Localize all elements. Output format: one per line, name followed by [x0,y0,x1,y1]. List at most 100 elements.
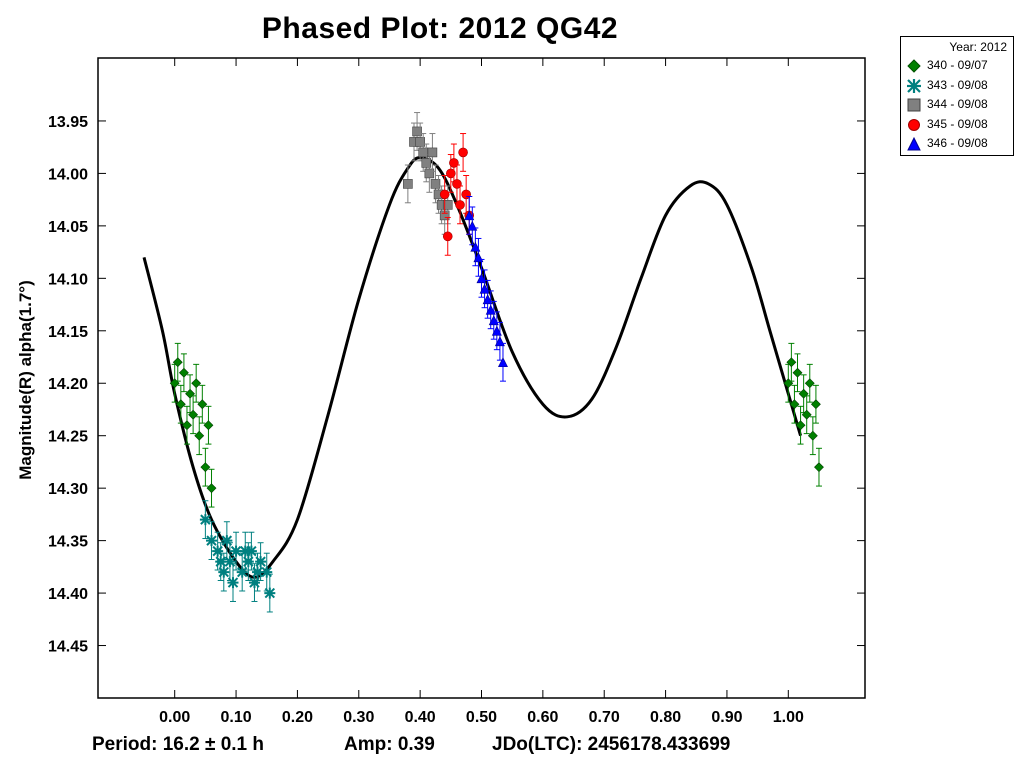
x-tick-label: 0.50 [466,709,497,726]
asterisk-strokes [239,545,251,557]
data-point-square [421,158,432,168]
data-point-diamond [789,399,800,410]
data-point-asterisk [206,535,218,547]
asterisk-strokes [199,514,211,526]
legend-item: 340 - 09/07 [901,56,1013,76]
y-tick-label: 14.20 [48,376,88,393]
data-point-asterisk [264,587,276,599]
x-tick-label: 0.80 [650,709,681,726]
data-point-circle [439,189,450,200]
data-point-square [427,147,438,158]
data-point-triangle [488,315,499,326]
legend-item: 346 - 09/08 [901,134,1013,154]
asterisk-strokes [221,535,233,547]
data-point-diamond [804,378,815,389]
x-tick-label: 1.00 [773,709,804,726]
data-point-triangle [491,325,502,336]
data-point-asterisk [248,577,260,589]
legend-marker-triangle [907,137,921,151]
x-tick-label: 0.40 [405,709,436,726]
x-tick-label: 0.70 [589,709,620,726]
asterisk-strokes [236,566,248,578]
y-tick-label: 14.10 [48,271,88,288]
data-point-diamond [172,357,183,368]
amplitude-text: Amp: 0.39 [344,734,435,755]
asterisk-strokes [215,556,227,568]
data-point-triangle [479,283,490,294]
x-tick-label: 0.10 [220,709,251,726]
data-point-diamond [200,462,211,473]
asterisk-strokes [230,545,242,557]
data-point-circle [442,231,453,242]
data-point-asterisk [239,545,251,557]
data-point-square [415,137,425,147]
data-point-diamond [801,409,812,420]
data-point-triangle [485,304,496,315]
axis-ticks: 0.00 0.10 0.20 0.30 0.40 0.50 0.60 0.70 0.80 0.90… [48,58,865,726]
asterisk-strokes [206,535,218,547]
data-point-triangle [476,273,487,284]
plot-frame [97,57,866,699]
data-point-asterisk [242,556,254,568]
data-point-triangle [464,210,475,221]
y-tick-label: 13.95 [48,114,88,131]
asterisk-strokes [218,566,230,578]
legend-item: 344 - 09/08 [901,95,1013,115]
legend-item: 345 - 09/08 [901,115,1013,135]
asterisk-strokes [224,556,236,568]
legend-title: Year: 2012 [949,40,1007,54]
asterisk-strokes [255,556,267,568]
asterisk-strokes [245,545,257,557]
asterisk-strokes [252,566,264,578]
data-point-diamond [814,462,824,473]
footer-info: Period: 16.2 ± 0.1 h Amp: 0.39 JDo(LTC): 2… [92,734,730,756]
legend-marker-asterisk [907,78,921,93]
data-point-diamond [795,420,806,431]
data-point-diamond [188,409,199,420]
data-point-circle [446,168,456,179]
data-point-diamond [786,357,797,368]
data-point-diamond [203,420,214,431]
data-point-asterisk [224,556,236,568]
data-point-asterisk [255,556,267,568]
data-point-diamond [178,367,189,378]
data-point-asterisk [245,545,257,557]
legend-marker-circle [908,118,920,131]
y-tick-label: 14.15 [48,324,88,341]
data-points [169,112,824,613]
data-point-asterisk [218,566,230,578]
y-axis-label: Magnitude(R) alpha(1.7°) [16,280,35,480]
legend-marker-square [907,98,921,112]
period-text: Period: 16.2 ± 0.1 h [92,734,264,755]
data-point-triangle [497,357,508,368]
data-point-asterisk [230,545,242,557]
data-point-square [430,179,441,189]
x-tick-label: 0.60 [527,709,558,726]
y-tick-label: 14.25 [48,429,88,446]
data-point-diamond [792,367,803,378]
y-tick-label: 14.35 [48,534,88,551]
y-tick-label: 14.30 [48,481,88,498]
data-point-asterisk [199,514,211,526]
legend-marker-diamond [907,59,921,73]
data-point-circle [458,147,468,158]
data-point-square [412,126,422,137]
data-point-square [424,168,435,179]
x-tick-label: 0.20 [282,709,313,726]
asterisk-strokes [227,577,239,589]
data-point-asterisk [261,566,273,578]
chart-title: Phased Plot: 2012 QG42 [261,12,619,45]
data-point-triangle [482,294,493,305]
data-point-asterisk [212,545,224,557]
y-tick-label: 14.40 [48,586,88,603]
data-point-asterisk [215,556,227,568]
legend-item-label: 344 - 09/08 [927,97,988,112]
data-point-diamond [182,420,192,431]
data-point-diamond [194,430,205,441]
y-tick-label: 14.45 [48,639,88,656]
data-point-square [442,200,453,210]
data-point-diamond [191,378,202,389]
data-point-asterisk [227,577,239,589]
asterisk-strokes [242,556,254,568]
